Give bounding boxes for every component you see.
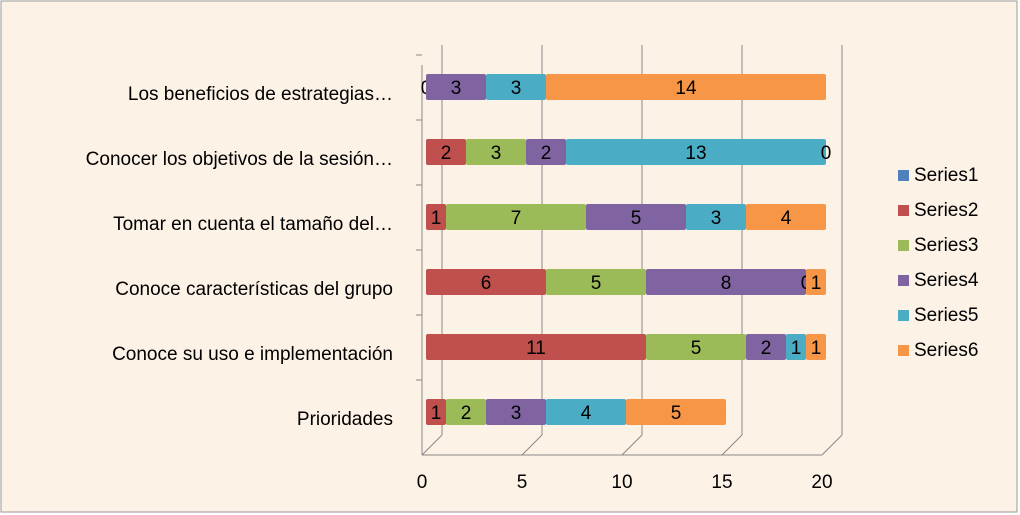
x-tick-label: 20	[811, 472, 832, 493]
legend-label: Series2	[914, 200, 978, 221]
data-label: 5	[591, 273, 602, 294]
bar-segment	[546, 269, 646, 295]
bar-segment	[426, 204, 446, 230]
data-label: 5	[671, 403, 682, 424]
legend-label: Series5	[914, 305, 978, 326]
bar-segment	[586, 204, 686, 230]
legend-swatch	[898, 310, 909, 321]
y-tick-label: Conoce características del grupo	[115, 279, 393, 300]
data-label: 5	[631, 208, 642, 229]
data-label: 5	[691, 338, 702, 359]
grid-line	[721, 434, 743, 456]
data-label: 3	[451, 78, 462, 99]
bar-segment	[806, 269, 826, 295]
legend-swatch	[898, 345, 909, 356]
legend-swatch	[898, 205, 909, 216]
bar-segment	[646, 334, 746, 360]
legend-swatch	[898, 170, 909, 181]
legend-swatch	[898, 240, 909, 251]
data-label: 2	[461, 403, 472, 424]
bar-segment	[686, 204, 746, 230]
data-label: 3	[511, 403, 522, 424]
data-label: 1	[811, 273, 822, 294]
legend-swatch	[898, 275, 909, 286]
bar-segment	[486, 399, 546, 425]
data-label: 7	[511, 208, 522, 229]
bar-segment	[746, 334, 786, 360]
bar-segment	[526, 139, 566, 165]
bar-segment	[486, 74, 546, 100]
y-tick-label: Prioridades	[297, 409, 393, 430]
legend-label: Series6	[914, 340, 978, 361]
bar-segment	[446, 399, 486, 425]
x-tick-label: 0	[417, 472, 428, 493]
data-label: 13	[685, 143, 706, 164]
data-label: 2	[761, 338, 772, 359]
legend-label: Series4	[914, 270, 979, 291]
bar-segment	[646, 269, 806, 295]
bar-segment	[786, 334, 806, 360]
x-tick-label: 15	[711, 472, 732, 493]
legend-label: Series3	[914, 235, 978, 256]
bar-segment	[426, 334, 646, 360]
bar-segment	[426, 74, 486, 100]
bar-segment	[746, 204, 826, 230]
grid-line	[421, 434, 443, 456]
bar-segment	[626, 399, 726, 425]
data-label: 6	[481, 273, 492, 294]
data-label: 8	[721, 273, 732, 294]
bar-segment	[546, 399, 626, 425]
y-tick-label: Tomar en cuenta el tamaño del…	[113, 214, 393, 235]
x-tick-label: 10	[611, 472, 632, 493]
data-label: 14	[675, 78, 697, 99]
grid-line	[621, 434, 643, 456]
bar-segment	[426, 269, 546, 295]
data-label: 11	[526, 338, 546, 359]
data-label: 4	[581, 403, 592, 424]
bar-segment	[466, 139, 526, 165]
data-label: 3	[491, 143, 502, 164]
bar-segment	[806, 334, 826, 360]
bar-segment	[446, 204, 586, 230]
data-label: 2	[541, 143, 552, 164]
legend-label: Series1	[914, 165, 978, 186]
grid-line	[521, 434, 543, 456]
data-label: 4	[781, 208, 792, 229]
data-label: 0	[821, 143, 832, 164]
bar-segment	[426, 399, 446, 425]
data-label: 2	[441, 143, 452, 164]
bar-segment	[426, 139, 466, 165]
y-tick-label: Los beneficios de estrategias…	[128, 84, 393, 105]
data-label: 3	[711, 208, 722, 229]
x-tick-label: 5	[517, 472, 528, 493]
data-label: 1	[431, 403, 442, 424]
data-label: 1	[431, 208, 442, 229]
grid-line	[821, 434, 843, 456]
data-label: 1	[811, 338, 822, 359]
data-label: 1	[791, 338, 802, 359]
bar-segment	[546, 74, 826, 100]
data-label: 3	[511, 78, 522, 99]
y-tick-label: Conocer los objetivos de la sesión…	[86, 149, 393, 170]
bar-segment	[566, 139, 826, 165]
y-tick-label: Conoce su uso e implementación	[112, 344, 393, 365]
